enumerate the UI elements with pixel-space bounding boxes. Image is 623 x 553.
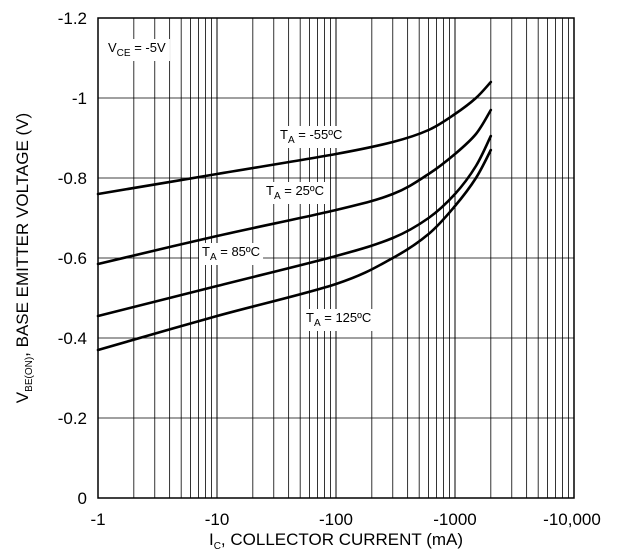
series-curve-2 [96, 134, 493, 318]
annotations: VCE = -5V TA = -55ºC TA = 25ºC TA = 85ºC TA … [104, 39, 375, 331]
x-axis-title-sub: C [214, 541, 221, 552]
condition-label-text: VCE = -5V [108, 40, 166, 59]
x-tick-label: -1000 [433, 510, 476, 529]
plot-frame [97, 17, 575, 499]
x-axis-title: IC, COLLECTOR CURRENT (mA) [209, 530, 463, 552]
y-axis-title: VBE(ON), BASE EMITTER VOLTAGE (V) [13, 113, 35, 403]
x-tick-label: -1 [90, 510, 105, 529]
y-tick-label: -0.6 [58, 249, 87, 268]
curves [96, 80, 493, 352]
series-curve-1 [96, 108, 493, 266]
series-label-0: TA = -55ºC [277, 126, 346, 148]
series-label-1-bg [263, 182, 328, 204]
series-label-1: TA = 25ºC [263, 182, 328, 204]
x-axis-title-main: I [209, 530, 214, 549]
y-tick-label: -1.2 [58, 9, 87, 28]
x-tick-label: -10 [205, 510, 230, 529]
x-tick-label: -100 [319, 510, 353, 529]
series-label-2: TA = 85ºC [199, 243, 264, 265]
y-axis-title-main: V [13, 391, 32, 403]
x-tick-label: -10,000 [543, 510, 601, 529]
y-axis-title-rest: , BASE EMITTER VOLTAGE (V) [13, 113, 32, 357]
y-tick-label: -0.4 [58, 329, 87, 348]
series-label-1-text: TA = 25ºC [266, 183, 324, 202]
series-label-3-text: TA = 125ºC [306, 310, 371, 329]
x-tick-labels: -1 -10 -100 -1000 -10,000 [90, 510, 600, 529]
series-label-0-text: TA = -55ºC [280, 127, 342, 146]
y-tick-label: -0.2 [58, 409, 87, 428]
series-label-3-bg [303, 309, 375, 331]
y-axis-title-sub: BE(ON) [24, 357, 35, 392]
series-label-3: TA = 125ºC [303, 309, 375, 331]
series-curve-3 [96, 148, 493, 352]
y-tick-labels: 0 -0.2 -0.4 -0.6 -0.8 -1 -1.2 [58, 9, 87, 508]
series-curve-0 [96, 80, 493, 196]
x-axis-title-rest: , COLLECTOR CURRENT (mA) [221, 530, 463, 549]
condition-label-bg [104, 39, 170, 61]
y-tick-label: 0 [78, 489, 87, 508]
y-tick-label: -0.8 [58, 169, 87, 188]
condition-label: VCE = -5V [104, 39, 170, 61]
series-label-2-text: TA = 85ºC [202, 244, 260, 263]
series-label-2-bg [199, 243, 264, 265]
y-tick-label: -1 [72, 89, 87, 108]
series-label-0-bg [277, 126, 346, 148]
